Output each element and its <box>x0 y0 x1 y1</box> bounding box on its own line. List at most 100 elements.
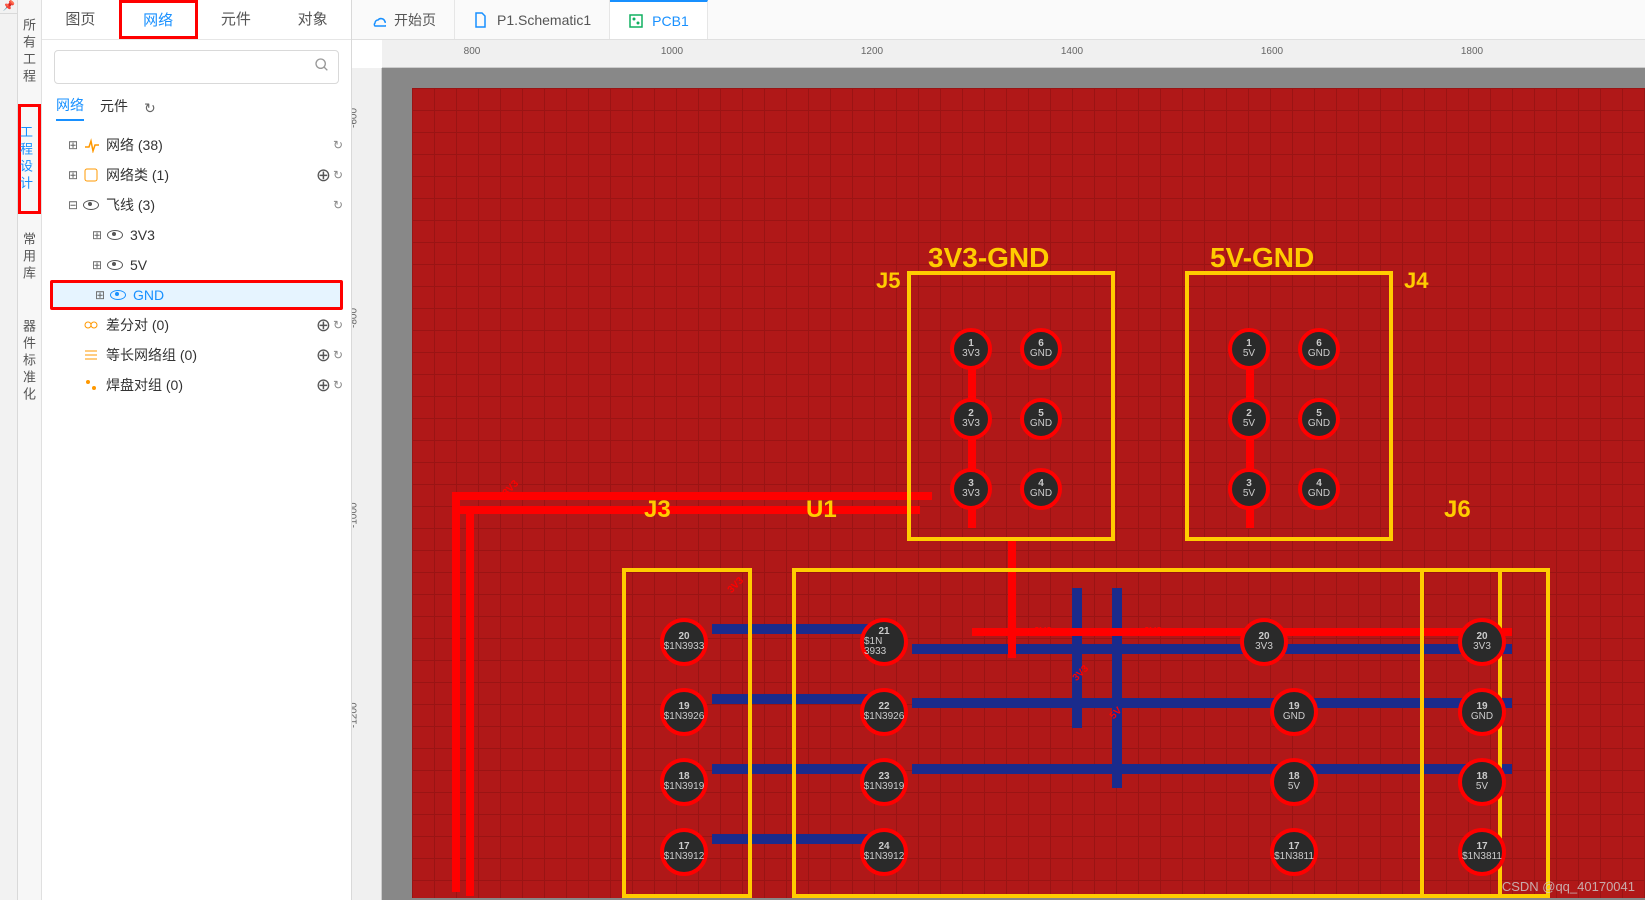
tree-label: 焊盘对组 (0) <box>106 375 327 395</box>
expand-icon[interactable]: ⊞ <box>90 258 104 272</box>
pad[interactable]: 33V3 <box>950 468 992 510</box>
pin-icon[interactable]: 📌 <box>0 0 18 14</box>
add-icon[interactable]: ⊕ <box>316 345 331 366</box>
trace-red[interactable] <box>466 506 474 896</box>
document-tabs: 开始页 P1.Schematic1 PCB1 <box>352 0 1645 40</box>
pad[interactable]: 4GND <box>1020 468 1062 510</box>
refresh-icon[interactable]: ↻ <box>333 198 343 212</box>
panel-tabs: 图页网络元件对象 <box>42 0 351 40</box>
pad[interactable]: 19GND <box>1458 688 1506 736</box>
panel-tab-图页[interactable]: 图页 <box>42 0 119 39</box>
vtab-所有工程[interactable]: 所有工程 <box>18 0 41 104</box>
doc-tab-PCB1[interactable]: PCB1 <box>610 0 708 39</box>
refresh-icon[interactable]: ↻ <box>333 348 343 362</box>
pad[interactable]: 18$1N3919 <box>660 758 708 806</box>
pcb-icon <box>628 13 644 29</box>
pad[interactable]: 203V3 <box>1458 618 1506 666</box>
trace-red[interactable] <box>452 506 920 514</box>
tree-item-网络 (38)[interactable]: ⊞网络 (38)↻ <box>50 130 343 160</box>
tree-item-飞线 (3)[interactable]: ⊟ 飞线 (3) ↻ <box>50 190 343 220</box>
tree-item-差分对 (0)[interactable]: 差分对 (0)↻⊕ <box>50 310 343 340</box>
subtab-元件[interactable]: 元件 <box>100 96 128 120</box>
doc-tab-P1.Schematic1[interactable]: P1.Schematic1 <box>455 0 610 39</box>
ruler-tick: -1000 <box>352 502 360 528</box>
pad[interactable]: 35V <box>1228 468 1270 510</box>
trace-red[interactable] <box>452 492 460 892</box>
tree-item-5V[interactable]: ⊞5V <box>50 250 343 280</box>
pad[interactable]: 22$1N3926 <box>860 688 908 736</box>
pad[interactable]: 4GND <box>1298 468 1340 510</box>
vertical-tabs: 所有工程工程设计常用库器件标准化 <box>18 0 42 900</box>
pad[interactable]: 23V3 <box>950 398 992 440</box>
net-label: 3V3 <box>1034 626 1052 637</box>
pad[interactable]: 185V <box>1270 758 1318 806</box>
pad[interactable]: 5GND <box>1298 398 1340 440</box>
pad[interactable]: 19GND <box>1270 688 1318 736</box>
search-input[interactable] <box>63 59 314 75</box>
pad[interactable]: 24$1N3912 <box>860 828 908 876</box>
refresh-icon[interactable]: ↻ <box>333 168 343 182</box>
add-icon[interactable]: ⊕ <box>316 315 331 336</box>
ruler-tick: -800 <box>352 308 360 328</box>
refresh-icon[interactable]: ↻ <box>333 318 343 332</box>
tree-item-网络类 (1)[interactable]: ⊞网络类 (1)↻⊕ <box>50 160 343 190</box>
trace-red[interactable] <box>452 492 932 500</box>
refresh-icon[interactable]: ↻ <box>144 100 156 117</box>
pad[interactable]: 6GND <box>1298 328 1340 370</box>
pad[interactable]: 23$1N3919 <box>860 758 908 806</box>
tree-icon <box>82 316 100 334</box>
silk-box-J5[interactable] <box>907 271 1115 541</box>
ruler-vertical: -600-800-1000-1200-1400 <box>352 68 382 900</box>
panel-tab-对象[interactable]: 对象 <box>274 0 351 39</box>
silk-box-J4[interactable] <box>1185 271 1393 541</box>
pad[interactable]: 17$1N3811 <box>1270 828 1318 876</box>
add-icon[interactable]: ⊕ <box>316 165 331 186</box>
pad[interactable]: 203V3 <box>1240 618 1288 666</box>
pad[interactable]: 17$1N3811 <box>1458 828 1506 876</box>
tree-item-GND[interactable]: ⊞GND <box>50 280 343 310</box>
doc-tab-label: P1.Schematic1 <box>497 12 591 28</box>
doc-tab-开始页[interactable]: 开始页 <box>352 0 455 39</box>
expand-icon[interactable]: ⊞ <box>66 168 80 182</box>
refresh-icon[interactable]: ↻ <box>333 378 343 392</box>
pad[interactable]: 5GND <box>1020 398 1062 440</box>
pad[interactable]: 17$1N3912 <box>660 828 708 876</box>
tree-icon <box>82 376 100 394</box>
tree-icon <box>82 196 100 214</box>
pcb-board[interactable]: 3V3-GNDJ513V36GND23V35GND33V34GND5V-GNDJ… <box>412 88 1645 898</box>
pad[interactable]: 25V <box>1228 398 1270 440</box>
pad[interactable]: 19$1N3926 <box>660 688 708 736</box>
add-icon[interactable]: ⊕ <box>316 375 331 396</box>
tree-label: 飞线 (3) <box>106 195 327 215</box>
expand-icon[interactable]: ⊞ <box>93 288 107 302</box>
refresh-icon[interactable]: ↻ <box>333 138 343 152</box>
pad[interactable]: 20$1N3933 <box>660 618 708 666</box>
pad[interactable]: 21$1N 3933 <box>860 618 908 666</box>
cloud-icon <box>370 12 386 28</box>
tree-item-3V3[interactable]: ⊞3V3 <box>50 220 343 250</box>
silk-label: J3 <box>644 496 671 524</box>
vtab-常用库[interactable]: 常用库 <box>18 214 41 301</box>
vtab-器件标准化[interactable]: 器件标准化 <box>18 301 41 422</box>
silk-label: U1 <box>806 496 837 524</box>
panel-tab-元件[interactable]: 元件 <box>198 0 275 39</box>
tree-item-等长网络组 (0)[interactable]: 等长网络组 (0)↻⊕ <box>50 340 343 370</box>
pad[interactable]: 6GND <box>1020 328 1062 370</box>
subtab-网络[interactable]: 网络 <box>56 95 84 121</box>
pad[interactable]: 13V3 <box>950 328 992 370</box>
expand-icon[interactable]: ⊟ <box>66 198 80 212</box>
expand-icon[interactable]: ⊞ <box>90 228 104 242</box>
pad[interactable]: 185V <box>1458 758 1506 806</box>
side-panel: 图页网络元件对象 网络元件↻ ⊞网络 (38)↻⊞网络类 (1)↻⊕⊟飞线 (3… <box>42 0 352 900</box>
canvas[interactable]: 80010001200140016001800200022002400 -600… <box>352 40 1645 900</box>
panel-tab-网络[interactable]: 网络 <box>119 0 198 39</box>
canvas-bg[interactable]: 3V3-GNDJ513V36GND23V35GND33V34GND5V-GNDJ… <box>382 68 1645 900</box>
vtab-工程设计[interactable]: 工程设计 <box>18 104 41 214</box>
silk-label: J5 <box>876 268 900 294</box>
search-icon[interactable] <box>314 57 330 78</box>
pad[interactable]: 15V <box>1228 328 1270 370</box>
expand-icon[interactable]: ⊞ <box>66 138 80 152</box>
ruler-tick: 1600 <box>1261 46 1283 57</box>
tree-item-焊盘对组 (0)[interactable]: 焊盘对组 (0) ↻⊕ <box>50 370 343 400</box>
ruler-tick: 1000 <box>661 46 683 57</box>
